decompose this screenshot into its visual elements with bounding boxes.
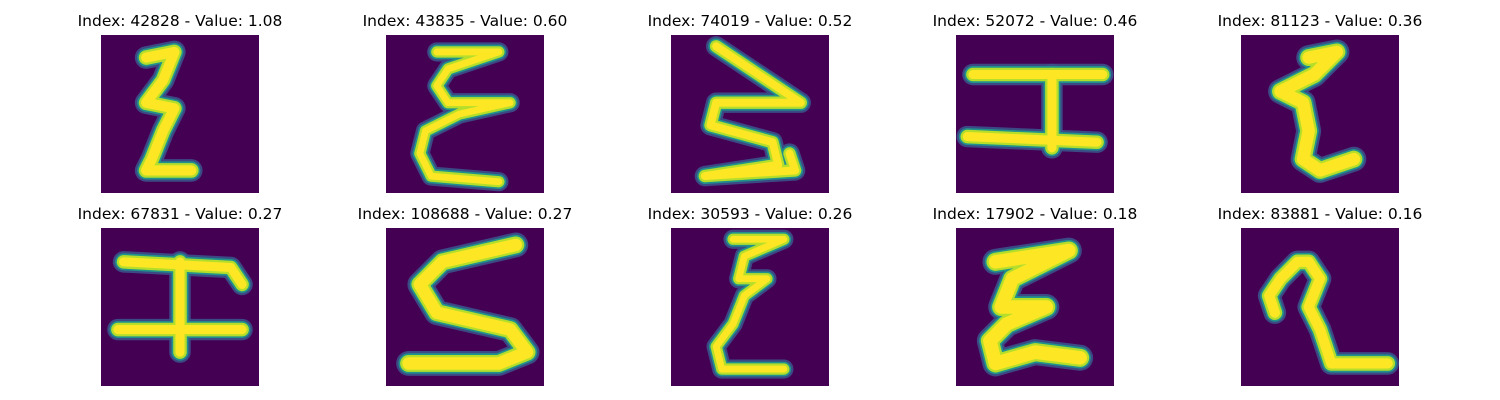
glyph: [396, 232, 540, 376]
panel-title: Index: 17902 - Value: 0.18: [932, 205, 1138, 223]
panel: Index: 108688 - Value: 0.27: [355, 203, 575, 386]
glyph-svg: [1241, 35, 1399, 193]
glyph-stroke: [700, 42, 805, 181]
glyph-image: [956, 35, 1114, 193]
panel: Index: 42828 - Value: 1.08: [70, 10, 290, 193]
panel: Index: 83881 - Value: 0.16: [1210, 203, 1430, 386]
glyph-svg: [386, 35, 544, 193]
panel: Index: 43835 - Value: 0.60: [355, 10, 575, 193]
glyph-image: [671, 228, 829, 386]
panel: Index: 52072 - Value: 0.46: [925, 10, 1145, 193]
panel-title: Index: 52072 - Value: 0.46: [932, 12, 1138, 30]
panel-title: Index: 43835 - Value: 0.60: [362, 12, 568, 30]
glyph-image: [1241, 35, 1399, 193]
panel-title: Index: 83881 - Value: 0.16: [1217, 205, 1423, 223]
panel: Index: 30593 - Value: 0.26: [640, 203, 860, 386]
glyph-svg: [386, 228, 544, 386]
glyph-image: [1241, 228, 1399, 386]
panel-title: Index: 42828 - Value: 1.08: [77, 12, 283, 30]
glyph-stroke: [141, 46, 197, 176]
glyph: [134, 40, 203, 182]
glyph-stroke: [962, 132, 1102, 147]
panel-title: Index: 67831 - Value: 0.27: [77, 205, 283, 223]
glyph-stroke: [983, 243, 1087, 371]
glyph: [410, 42, 520, 192]
panel-title: Index: 81123 - Value: 0.36: [1217, 12, 1423, 30]
glyph-svg: [1241, 228, 1399, 386]
glyph: [694, 36, 811, 187]
glyph: [976, 237, 1094, 377]
glyph-stroke: [119, 257, 247, 289]
glyph-image: [386, 228, 544, 386]
glyph-svg: [101, 35, 259, 193]
panel-title: Index: 108688 - Value: 0.27: [357, 205, 573, 223]
panel: Index: 81123 - Value: 0.36: [1210, 10, 1430, 193]
image-background: [956, 35, 1114, 193]
glyph: [956, 63, 1114, 159]
glyph-svg: [101, 228, 259, 386]
glyph: [706, 229, 794, 379]
glyph-svg: [671, 35, 829, 193]
panel-title: Index: 30593 - Value: 0.26: [647, 205, 853, 223]
panel: Index: 67831 - Value: 0.27: [70, 203, 290, 386]
glyph-image: [956, 228, 1114, 386]
glyph-svg: [956, 228, 1114, 386]
glyph-image: [101, 228, 259, 386]
glyph-image: [101, 35, 259, 193]
glyph-stroke: [1264, 256, 1393, 369]
glyph: [107, 251, 253, 363]
glyph-image: [386, 35, 544, 193]
glyph: [1268, 39, 1367, 183]
glyph-stroke: [402, 238, 534, 370]
panel: Index: 17902 - Value: 0.18: [925, 203, 1145, 386]
glyph-stroke: [416, 48, 514, 186]
glyph-stroke: [1274, 45, 1361, 177]
glyph-image: [671, 35, 829, 193]
glyph-svg: [671, 228, 829, 386]
panel: Index: 74019 - Value: 0.52: [640, 10, 860, 193]
glyph: [1257, 250, 1399, 375]
glyph-stroke: [712, 235, 788, 373]
panel-title: Index: 74019 - Value: 0.52: [647, 12, 853, 30]
glyph-svg: [956, 35, 1114, 193]
